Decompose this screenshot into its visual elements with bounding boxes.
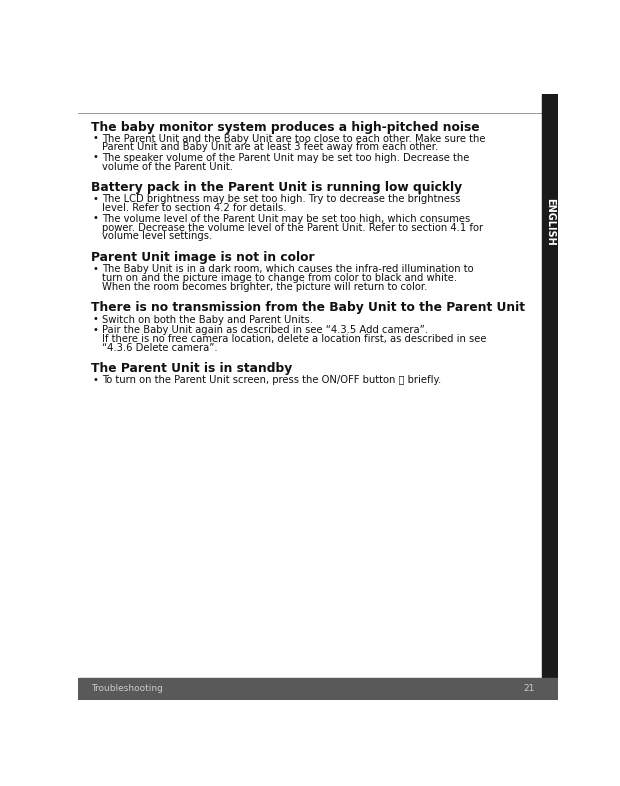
Bar [78, 678, 558, 700]
Text: Parent Unit image is not in color: Parent Unit image is not in color [92, 251, 315, 264]
Text: •: • [93, 264, 99, 274]
Text: •: • [93, 194, 99, 204]
Text: Switch on both the Baby and Parent Units.: Switch on both the Baby and Parent Units… [102, 314, 313, 325]
Text: turn on and the picture image to change from color to black and white.: turn on and the picture image to change … [102, 273, 458, 283]
Text: The Baby Unit is in a dark room, which causes the infra-red illumination to: The Baby Unit is in a dark room, which c… [102, 264, 474, 274]
Text: To turn on the Parent Unit screen, press the ON/OFF button ⏻ briefly.: To turn on the Parent Unit screen, press… [102, 376, 441, 385]
Text: “4.3.6 Delete camera”.: “4.3.6 Delete camera”. [102, 343, 218, 353]
Text: power. Decrease the volume level of the Parent Unit. Refer to section 4.1 for: power. Decrease the volume level of the … [102, 222, 484, 233]
Text: •: • [93, 133, 99, 143]
Text: ENGLISH: ENGLISH [545, 197, 555, 245]
Text: level. Refer to section 4.2 for details.: level. Refer to section 4.2 for details. [102, 204, 287, 213]
Text: When the room becomes brighter, the picture will return to color.: When the room becomes brighter, the pict… [102, 282, 428, 292]
Text: •: • [93, 325, 99, 335]
Text: Parent Unit and Baby Unit are at least 3 feet away from each other.: Parent Unit and Baby Unit are at least 3… [102, 142, 438, 152]
Bar [542, 94, 558, 700]
Text: •: • [93, 152, 99, 163]
Text: There is no transmission from the Baby Unit to the Parent Unit: There is no transmission from the Baby U… [92, 302, 526, 314]
Text: 21: 21 [523, 685, 534, 693]
Text: •: • [93, 375, 99, 385]
Text: volume of the Parent Unit.: volume of the Parent Unit. [102, 162, 233, 171]
Text: The volume level of the Parent Unit may be set too high, which consumes: The volume level of the Parent Unit may … [102, 214, 471, 224]
Text: The LCD brightness may be set too high. Try to decrease the brightness: The LCD brightness may be set too high. … [102, 194, 461, 204]
Text: Pair the Baby Unit again as described in see “4.3.5 Add camera”.: Pair the Baby Unit again as described in… [102, 325, 428, 335]
Text: volume level settings.: volume level settings. [102, 231, 213, 241]
Text: •: • [93, 213, 99, 223]
Text: The Parent Unit is in standby: The Parent Unit is in standby [92, 362, 293, 375]
Text: Troubleshooting: Troubleshooting [92, 685, 163, 693]
Text: •: • [93, 314, 99, 324]
Text: If there is no free camera location, delete a location first, as described in se: If there is no free camera location, del… [102, 334, 487, 343]
Text: The Parent Unit and the Baby Unit are too close to each other. Make sure the: The Parent Unit and the Baby Unit are to… [102, 134, 486, 144]
Text: Battery pack in the Parent Unit is running low quickly: Battery pack in the Parent Unit is runni… [92, 182, 463, 194]
Text: The baby monitor system produces a high-pitched noise: The baby monitor system produces a high-… [92, 120, 480, 134]
Text: The speaker volume of the Parent Unit may be set too high. Decrease the: The speaker volume of the Parent Unit ma… [102, 152, 470, 163]
